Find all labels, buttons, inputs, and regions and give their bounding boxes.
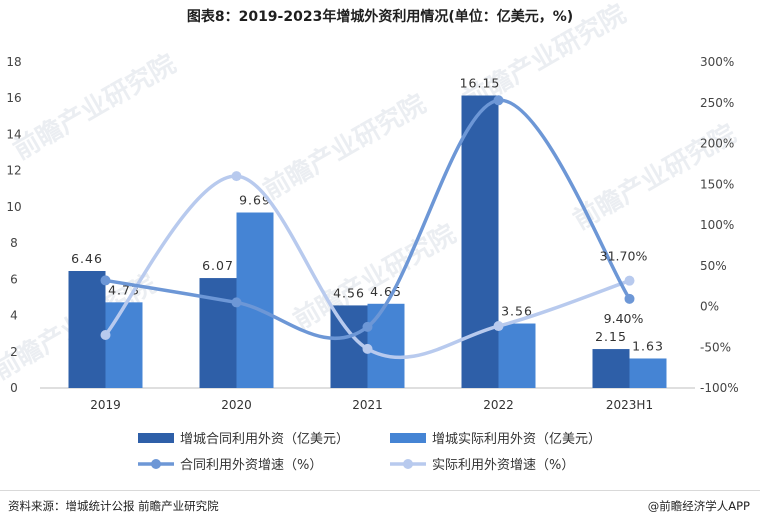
- right-axis-tick-label: 50%: [700, 259, 727, 273]
- left-axis-tick-label: 0: [10, 381, 18, 395]
- line-point-contract-growth: [624, 293, 635, 304]
- bar-value-label: 9.69: [239, 193, 271, 208]
- legend-actual-line-marker: [403, 459, 413, 469]
- bar-actual: [367, 303, 405, 388]
- right-axis-tick-label: 0%: [700, 300, 719, 314]
- line-point-actual-growth: [362, 343, 373, 354]
- legend-actual-bar-swatch: [390, 433, 426, 443]
- left-axis-tick-label: 16: [6, 91, 21, 105]
- line-point-actual-growth: [100, 330, 111, 341]
- source-note: 资料来源：增城统计公报 前瞻产业研究院: [8, 499, 219, 513]
- right-axis-tick-label: 200%: [700, 137, 734, 151]
- bar-value-label: 6.07: [202, 258, 234, 273]
- line-point-contract-growth: [100, 275, 111, 286]
- bar-value-label: 3.56: [501, 304, 533, 319]
- left-axis-tick-label: 10: [6, 200, 21, 214]
- left-axis-tick-label: 12: [6, 164, 21, 178]
- bar-value-label: 16.15: [460, 76, 501, 91]
- line-point-label: 31.70%: [600, 249, 648, 264]
- bar-value-label: 4.56: [333, 285, 365, 300]
- line-actual-growth: [104, 174, 631, 360]
- bar-contract: [199, 278, 237, 388]
- left-axis-tick-label: 14: [6, 127, 21, 141]
- bar-contract: [461, 95, 499, 388]
- left-axis-tick-label: 6: [10, 272, 18, 286]
- line-point-contract-growth: [493, 95, 504, 106]
- watermark-text: 前瞻产业研究院: [8, 48, 181, 166]
- legend-contract-bar-swatch: [138, 433, 174, 443]
- line-point-contract-growth: [362, 321, 373, 332]
- bar-actual: [105, 302, 143, 388]
- left-axis-tick-label: 8: [10, 236, 18, 250]
- x-axis-tick-label: 2022: [483, 398, 514, 412]
- right-axis-tick-label: 150%: [700, 177, 734, 191]
- bar-value-label: 2.15: [595, 329, 627, 344]
- line-point-actual-growth: [493, 321, 504, 332]
- line-point-actual-growth: [231, 171, 242, 182]
- legend-contract-bar-label: 增城合同利用外资（亿美元）: [180, 432, 349, 447]
- x-axis-tick-label: 2021: [352, 398, 383, 412]
- x-axis-tick-label: 2019: [90, 398, 121, 412]
- chart-title: 图表8：2019-2023年增城外资利用情况(单位：亿美元，%): [186, 9, 574, 25]
- bar-actual: [629, 358, 667, 388]
- bar-value-label: 6.46: [71, 251, 103, 266]
- bar-contract: [592, 349, 630, 388]
- bar-value-label: 1.63: [632, 338, 664, 353]
- left-axis-tick-label: 2: [10, 345, 18, 359]
- line-point-actual-growth: [624, 275, 635, 286]
- right-axis-tick-label: 250%: [700, 96, 734, 110]
- x-axis-tick-label: 2023H1: [606, 398, 653, 412]
- right-axis-tick-label: -100%: [700, 381, 739, 395]
- right-axis-tick-label: 300%: [700, 55, 734, 69]
- left-axis-tick-label: 18: [6, 55, 21, 69]
- legend-actual-line-label: 实际利用外资增速（%）: [432, 458, 574, 473]
- footer-divider: [0, 490, 760, 491]
- legend-contract-line-label: 合同利用外资增速（%）: [180, 458, 322, 473]
- line-point-label: 9.40%: [604, 311, 644, 326]
- watermark-text: 前瞻产业研究院: [258, 88, 431, 206]
- legend-actual-bar-label: 增城实际利用外资（亿美元）: [432, 432, 601, 447]
- bar-actual: [498, 323, 536, 388]
- left-axis-tick-label: 4: [10, 309, 18, 323]
- bar-contract: [68, 271, 106, 388]
- right-axis-tick-label: 100%: [700, 218, 734, 232]
- bar-actual: [236, 212, 274, 388]
- right-axis-tick-label: -50%: [700, 340, 731, 354]
- line-contract-growth: [105, 98, 631, 341]
- brand-credit: @前瞻经济学人APP: [647, 499, 750, 513]
- legend-contract-line-marker: [151, 459, 161, 469]
- x-axis-tick-label: 2020: [221, 398, 252, 412]
- line-point-contract-growth: [231, 297, 242, 308]
